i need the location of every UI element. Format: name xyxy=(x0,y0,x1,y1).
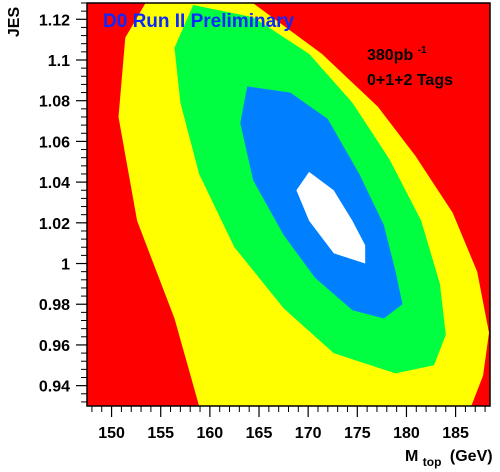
y-axis-ticks xyxy=(76,2,87,403)
x-axis-title-main: M xyxy=(405,448,418,465)
x-tick-label: 165 xyxy=(246,425,273,442)
y-tick-label: 1.06 xyxy=(39,134,70,151)
y-tick-label: 1.1 xyxy=(48,53,70,70)
y-axis-title: JES xyxy=(6,7,23,38)
x-axis-title: M top (GeV) xyxy=(405,448,493,470)
x-tick-label: 150 xyxy=(98,425,125,442)
contour-levels xyxy=(118,3,489,406)
y-tick-labels: 0.94 0.96 0.98 1 1.02 1.04 1.06 1.08 1.1 1.12 xyxy=(39,12,70,395)
y-tick-label: 0.96 xyxy=(39,338,70,355)
x-tick-label: 180 xyxy=(393,425,420,442)
tags-annotation: 0+1+2 Tags xyxy=(367,72,453,89)
contour-level-4 xyxy=(296,171,366,264)
y-tick-label: 1 xyxy=(61,257,70,274)
plot-area xyxy=(76,2,491,417)
y-tick-label: 1.12 xyxy=(39,12,70,29)
y-tick-label: 1.02 xyxy=(39,216,70,233)
y-tick-label: 0.94 xyxy=(39,379,70,396)
x-tick-label: 185 xyxy=(442,425,469,442)
x-tick-label: 160 xyxy=(197,425,224,442)
chart-title: D0 Run II Preliminary xyxy=(103,11,295,32)
y-tick-label: 1.04 xyxy=(39,175,70,192)
luminosity-annotation: 380pb -1 xyxy=(367,45,427,64)
luminosity-exponent: -1 xyxy=(418,45,427,56)
x-tick-label: 155 xyxy=(147,425,174,442)
x-tick-labels: 150 155 160 165 170 175 180 185 xyxy=(98,425,469,442)
y-tick-label: 1.08 xyxy=(39,94,70,111)
luminosity-value: 380pb xyxy=(367,47,413,64)
x-axis-title-unit: (GeV) xyxy=(450,448,493,465)
x-axis-title-sub: top xyxy=(423,455,442,469)
x-tick-label: 175 xyxy=(344,425,371,442)
x-axis-ticks xyxy=(91,406,486,417)
x-tick-label: 170 xyxy=(295,425,322,442)
y-tick-label: 0.98 xyxy=(39,297,70,314)
